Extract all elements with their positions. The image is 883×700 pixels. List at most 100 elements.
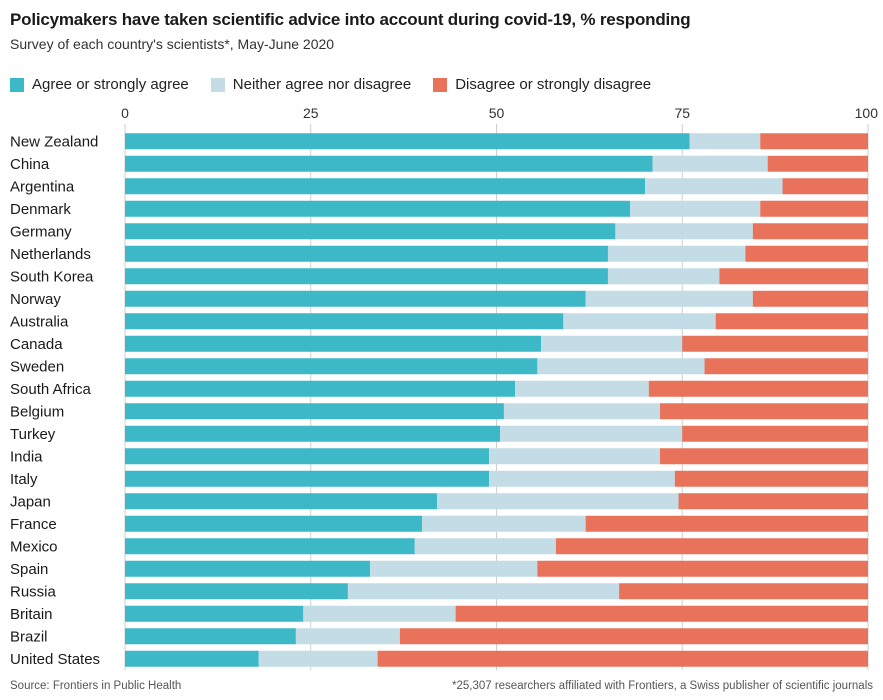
bar-agree-australia	[125, 313, 564, 330]
category-label-netherlands: Netherlands	[10, 246, 91, 263]
bar-neither-india	[489, 448, 660, 465]
bar-disagree-netherlands	[745, 245, 868, 262]
bar-neither-south-korea	[607, 268, 720, 285]
bars	[125, 133, 868, 667]
bar-agree-canada	[125, 335, 542, 352]
bar-agree-netherlands	[125, 245, 608, 262]
bar-agree-argentina	[125, 178, 646, 195]
category-labels: New Zealand China Argentina Denmark Germany N…	[10, 133, 100, 668]
bar-agree-germany	[125, 223, 616, 240]
bar-disagree-turkey	[682, 425, 868, 442]
bar-agree-japan	[125, 493, 438, 510]
legend-item-neither: Neither agree nor disagree	[210, 76, 412, 93]
bar-neither-new-zealand	[689, 133, 761, 150]
legend-label-neither: Neither agree nor disagree	[232, 76, 412, 93]
bar-agree-britain	[125, 605, 304, 622]
bar-agree-sweden	[125, 358, 538, 375]
bar-agree-spain	[125, 560, 371, 577]
legend-item-disagree: Disagree or strongly disagree	[433, 76, 651, 93]
bar-disagree-argentina	[782, 178, 868, 195]
bar-neither-france	[422, 515, 586, 532]
category-label-canada: Canada	[10, 336, 63, 353]
category-label-united-states: United States	[10, 651, 100, 668]
x-tick-label-25: 25	[303, 105, 319, 121]
bar-neither-canada	[541, 335, 683, 352]
bar-neither-italy	[489, 470, 675, 487]
category-label-belgium: Belgium	[10, 403, 64, 420]
category-label-south-korea: South Korea	[10, 268, 94, 285]
legend: Agree or strongly agree Neither agree no…	[10, 76, 651, 93]
bar-disagree-france	[585, 515, 868, 532]
category-label-russia: Russia	[10, 583, 57, 600]
bar-disagree-south-africa	[648, 380, 868, 397]
category-label-sweden: Sweden	[10, 358, 64, 375]
bar-neither-china	[652, 155, 768, 172]
x-tick-label-75: 75	[674, 105, 690, 121]
bar-neither-united-states	[258, 650, 378, 667]
x-tick-label-100: 100	[855, 105, 879, 121]
legend-swatch-disagree	[433, 77, 448, 92]
bar-agree-norway	[125, 290, 586, 307]
bar-agree-india	[125, 448, 490, 465]
bar-neither-brazil	[295, 628, 400, 645]
category-label-turkey: Turkey	[10, 426, 56, 443]
bar-agree-new-zealand	[125, 133, 690, 150]
bar-neither-russia	[347, 583, 620, 600]
bar-agree-china	[125, 155, 653, 172]
bar-neither-argentina	[645, 178, 783, 195]
bar-disagree-australia	[715, 313, 868, 330]
category-label-denmark: Denmark	[10, 201, 71, 218]
bar-agree-brazil	[125, 628, 296, 645]
bar-disagree-japan	[678, 493, 868, 510]
bar-neither-mexico	[414, 538, 556, 555]
bar-neither-south-africa	[515, 380, 649, 397]
bar-neither-belgium	[503, 403, 660, 420]
bar-agree-mexico	[125, 538, 415, 555]
bar-disagree-germany	[752, 223, 868, 240]
bar-disagree-brazil	[399, 628, 868, 645]
category-label-new-zealand: New Zealand	[10, 133, 98, 150]
bar-disagree-denmark	[760, 200, 868, 217]
bar-disagree-belgium	[659, 403, 868, 420]
bar-disagree-new-zealand	[760, 133, 868, 150]
bar-disagree-sweden	[704, 358, 868, 375]
category-label-australia: Australia	[10, 313, 69, 330]
bar-neither-australia	[563, 313, 716, 330]
bar-disagree-united-states	[377, 650, 868, 667]
bar-neither-britain	[303, 605, 456, 622]
category-label-japan: Japan	[10, 493, 51, 510]
footnote: *25,307 researchers affiliated with Fron…	[451, 680, 873, 692]
category-label-south-africa: South Africa	[10, 381, 92, 398]
chart-title: Policymakers have taken scientific advic…	[10, 10, 691, 29]
bar-agree-south-africa	[125, 380, 516, 397]
bar-agree-united-states	[125, 650, 259, 667]
bar-neither-netherlands	[607, 245, 746, 262]
legend-label-agree: Agree or strongly agree	[32, 76, 189, 93]
category-label-argentina: Argentina	[10, 178, 75, 195]
bar-agree-france	[125, 515, 423, 532]
bar-neither-norway	[585, 290, 753, 307]
bar-disagree-canada	[682, 335, 868, 352]
stacked-bar-chart: 0 25 50 75 100 New Zealand China Argentina Denm…	[10, 105, 878, 670]
category-label-india: India	[10, 448, 43, 465]
x-tick-label-50: 50	[489, 105, 505, 121]
bar-agree-turkey	[125, 425, 501, 442]
category-label-china: China	[10, 156, 50, 173]
bar-agree-russia	[125, 583, 348, 600]
bar-disagree-britain	[455, 605, 868, 622]
bar-disagree-india	[659, 448, 868, 465]
category-label-britain: Britain	[10, 606, 53, 623]
chart-subtitle: Survey of each country's scientists*, Ma…	[10, 36, 335, 52]
bar-neither-spain	[370, 560, 538, 577]
legend-item-agree: Agree or strongly agree	[10, 76, 189, 93]
bar-neither-turkey	[500, 425, 683, 442]
bar-agree-italy	[125, 470, 490, 487]
bar-agree-denmark	[125, 200, 631, 217]
legend-swatch-agree	[10, 77, 24, 92]
category-label-italy: Italy	[10, 471, 38, 488]
x-tick-labels: 0 25 50 75 100	[121, 105, 878, 121]
category-label-france: France	[10, 516, 57, 533]
bar-agree-belgium	[125, 403, 504, 420]
bar-disagree-italy	[674, 470, 868, 487]
category-label-norway: Norway	[10, 291, 61, 308]
